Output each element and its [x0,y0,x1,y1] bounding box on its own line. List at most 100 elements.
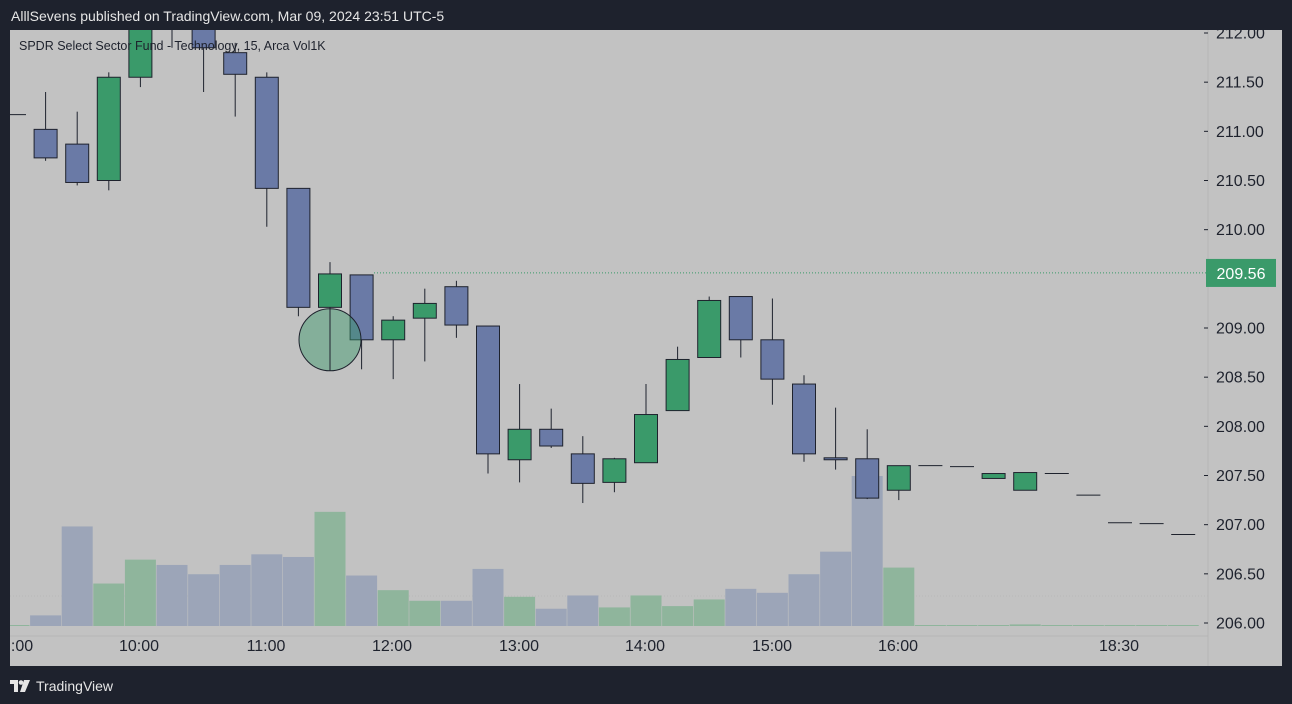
volume-bar [567,595,599,626]
candle-body [318,273,342,308]
volume-bar [1136,625,1168,626]
volume-bar [1072,625,1104,626]
y-tick-label: 206.50 [1216,566,1265,583]
candle [223,42,248,117]
last-price-badge [1206,258,1276,287]
grid-layer [10,30,1209,666]
y-tick-label: 210.50 [1216,173,1265,190]
y-tick-label: 207.00 [1216,517,1265,534]
candle [444,280,469,338]
axis-layer: 212.00 211.50 211.00 210.50 210.00 209.00 208.… [11,26,1276,655]
y-tick-label: 208.00 [1216,419,1265,436]
footer: TradingView [0,666,1292,704]
candle [760,298,785,405]
candle-body [634,414,658,464]
candle [476,325,500,474]
volume-bar [630,595,662,626]
volume-bar [788,574,820,626]
y-tick-label: 212.00 [1216,30,1265,43]
volume-bar [662,606,694,626]
candle-body [539,428,564,447]
volume-layer [0,476,1199,626]
volume-bar [219,564,251,626]
candle [65,111,90,186]
volume-bar [1041,625,1073,626]
candle-body [697,299,722,359]
candle [886,465,911,501]
volume-bar [440,600,472,626]
candle [349,274,374,370]
candle-body [412,302,437,319]
x-tick-label: 13:00 [499,638,539,655]
candle [381,316,406,380]
volume-bar [535,608,567,626]
last-price-label: 209.56 [1217,266,1266,283]
candle-body [476,325,500,455]
volume-bar [1104,625,1136,626]
candle [981,473,1006,479]
candle-body [381,319,406,341]
candle [792,375,816,462]
volume-bar [914,625,946,626]
volume-bar [124,559,156,626]
candle-body [286,187,311,308]
candlestick-chart[interactable]: 212.00 211.50 211.00 210.50 210.00 209.00 208.… [0,0,1282,666]
candle [254,72,279,227]
volume-bar [693,599,725,626]
candle [665,346,690,412]
tradingview-logo-icon [10,680,30,692]
candle [318,262,342,317]
candle-body [507,428,532,461]
candle-body [728,296,753,341]
candle [697,296,722,359]
x-tick-label: :00 [11,638,33,655]
volume-bar [93,583,125,626]
candle [286,187,311,317]
x-tick-label: 12:00 [372,638,412,655]
candle-body [981,473,1006,479]
x-tick-label: 10:00 [119,638,159,655]
chart-panel[interactable]: 212.00 211.50 211.00 210.50 210.00 209.00 208.… [0,0,1282,666]
candle-body [444,286,469,326]
candle-body [886,465,911,491]
tradingview-logo[interactable]: TradingView [10,678,113,694]
x-tick-label: 18:30 [1099,638,1139,655]
volume-bar [251,554,283,626]
candle [1013,472,1038,491]
volume-bar [978,625,1010,626]
y-tick-label: 208.50 [1216,370,1265,387]
candle [602,457,627,493]
highlight-layer [298,308,362,372]
candle-body [602,458,627,483]
candle-body [223,52,248,75]
volume-bar [725,588,757,626]
volume-bar [598,607,630,626]
volume-bar [883,567,915,626]
volume-bar [156,564,188,626]
candle [128,3,153,88]
brand-name: TradingView [36,678,114,694]
volume-bar [820,551,852,626]
candle-body [1013,472,1038,491]
volume-bar [377,590,409,626]
volume-bar [30,615,62,626]
x-tick-label: 14:00 [625,638,665,655]
candle [728,296,753,358]
volume-bar [61,526,93,626]
candle [634,384,658,464]
candle [412,288,437,362]
candle-body [792,383,816,455]
x-tick-label: 15:00 [752,638,792,655]
volume-bar [0,625,30,626]
candle [570,436,595,504]
y-tick-label: 210.00 [1216,222,1265,239]
volume-bar [946,625,978,626]
volume-bar [282,556,314,626]
candle-body [65,143,90,183]
x-tick-label: 16:00 [878,638,918,655]
publish-header: AlllSevens published on TradingView.com,… [0,0,1292,30]
candle-body [254,76,279,189]
y-tick-label: 206.00 [1216,616,1265,633]
candle [96,72,121,191]
volume-bar [851,476,883,626]
